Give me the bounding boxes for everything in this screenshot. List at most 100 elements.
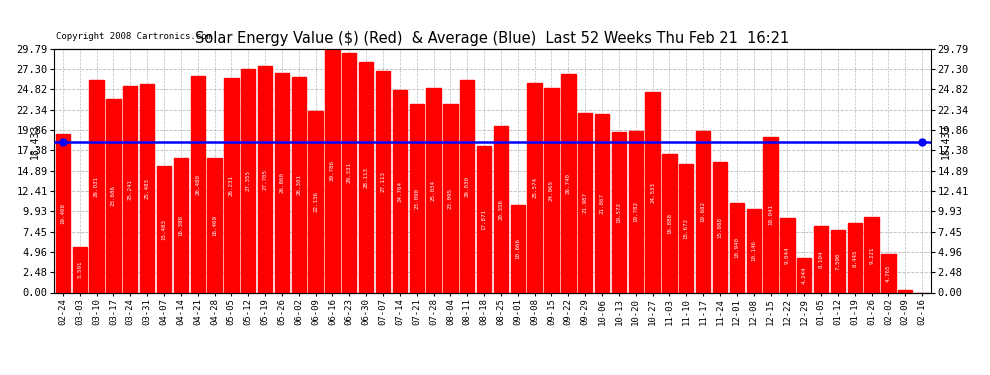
Text: 10.940: 10.940 xyxy=(735,237,740,258)
Text: 26.860: 26.860 xyxy=(279,172,284,193)
Text: 8.445: 8.445 xyxy=(852,249,857,267)
Bar xyxy=(561,74,575,292)
Text: Copyright 2008 Cartronics.com: Copyright 2008 Cartronics.com xyxy=(56,32,212,41)
Text: 19.782: 19.782 xyxy=(634,201,639,222)
Bar xyxy=(326,0,340,292)
Text: 19.572: 19.572 xyxy=(617,202,622,223)
Bar xyxy=(444,104,457,292)
Text: 24.533: 24.533 xyxy=(650,182,655,203)
Text: 4.244: 4.244 xyxy=(802,266,807,284)
Bar xyxy=(864,217,879,292)
Bar xyxy=(292,77,306,292)
Text: 24.764: 24.764 xyxy=(397,181,402,202)
Text: 8.104: 8.104 xyxy=(819,251,824,268)
Text: 29.331: 29.331 xyxy=(346,162,351,183)
Text: 19.041: 19.041 xyxy=(768,204,773,225)
Bar xyxy=(763,137,778,292)
Bar xyxy=(679,164,693,292)
Bar xyxy=(544,88,558,292)
Bar xyxy=(797,258,812,292)
Text: 25.034: 25.034 xyxy=(431,180,436,201)
Bar xyxy=(713,162,727,292)
Bar xyxy=(578,112,592,292)
Bar xyxy=(730,203,744,292)
Bar xyxy=(123,86,138,292)
Bar xyxy=(629,130,643,292)
Bar xyxy=(241,69,255,292)
Bar xyxy=(696,132,710,292)
Bar xyxy=(173,158,188,292)
Text: 27.355: 27.355 xyxy=(246,170,250,191)
Bar xyxy=(89,80,104,292)
Bar xyxy=(275,73,289,292)
Bar xyxy=(511,205,525,292)
Text: 21.987: 21.987 xyxy=(583,192,588,213)
Text: 19.400: 19.400 xyxy=(60,202,65,223)
Bar xyxy=(814,226,829,292)
Text: 23.686: 23.686 xyxy=(111,185,116,206)
Text: 20.356: 20.356 xyxy=(498,199,504,220)
Text: 16.888: 16.888 xyxy=(667,213,672,234)
Text: 26.231: 26.231 xyxy=(229,175,234,196)
Bar xyxy=(224,78,239,292)
Bar xyxy=(376,70,390,292)
Bar xyxy=(780,219,795,292)
Bar xyxy=(746,210,761,292)
Bar xyxy=(309,111,323,292)
Title: Solar Energy Value ($) (Red)  & Average (Blue)  Last 52 Weeks Thu Feb 21  16:21: Solar Energy Value ($) (Red) & Average (… xyxy=(195,31,790,46)
Text: 26.030: 26.030 xyxy=(464,176,469,196)
Bar xyxy=(410,104,424,292)
Text: 25.483: 25.483 xyxy=(145,178,149,199)
Bar xyxy=(343,53,356,292)
Text: 27.705: 27.705 xyxy=(262,169,267,190)
Text: 19.682: 19.682 xyxy=(701,201,706,222)
Text: 22.136: 22.136 xyxy=(313,192,318,213)
Bar xyxy=(645,92,659,292)
Text: 25.574: 25.574 xyxy=(533,177,538,198)
Text: 18.433: 18.433 xyxy=(30,124,40,159)
Bar xyxy=(847,224,862,292)
Bar xyxy=(662,154,676,292)
Text: 24.965: 24.965 xyxy=(549,180,554,201)
Bar xyxy=(427,88,441,292)
Text: 9.221: 9.221 xyxy=(869,246,874,264)
Bar xyxy=(494,126,508,292)
Text: 4.765: 4.765 xyxy=(886,264,891,282)
Text: 15.672: 15.672 xyxy=(684,218,689,239)
Text: 26.031: 26.031 xyxy=(94,176,99,196)
Text: 10.146: 10.146 xyxy=(751,240,756,261)
Text: 28.113: 28.113 xyxy=(363,167,368,188)
Bar xyxy=(55,134,70,292)
Bar xyxy=(156,166,171,292)
Text: 23.095: 23.095 xyxy=(447,188,452,209)
Bar xyxy=(460,80,474,292)
Text: 23.090: 23.090 xyxy=(414,188,419,209)
Bar xyxy=(898,290,913,292)
Text: 26.301: 26.301 xyxy=(296,174,301,195)
Text: 17.871: 17.871 xyxy=(481,209,487,230)
Bar xyxy=(359,63,373,292)
Text: 5.591: 5.591 xyxy=(77,261,82,278)
Text: 15.483: 15.483 xyxy=(161,219,166,240)
Bar xyxy=(207,158,222,292)
Text: 16.388: 16.388 xyxy=(178,215,183,236)
Text: 9.044: 9.044 xyxy=(785,247,790,264)
Bar xyxy=(881,254,896,292)
Bar xyxy=(595,114,609,292)
Text: 21.867: 21.867 xyxy=(600,192,605,213)
Bar xyxy=(106,99,121,292)
Bar xyxy=(393,90,407,292)
Text: 26.480: 26.480 xyxy=(195,174,200,195)
Text: 25.241: 25.241 xyxy=(128,179,133,200)
Bar xyxy=(258,66,272,292)
Text: 39.786: 39.786 xyxy=(330,160,335,181)
Text: 26.740: 26.740 xyxy=(566,172,571,194)
Text: 16.469: 16.469 xyxy=(212,214,217,236)
Text: 18.433: 18.433 xyxy=(940,124,950,159)
Text: 7.590: 7.590 xyxy=(836,253,841,270)
Bar xyxy=(140,84,154,292)
Bar xyxy=(528,83,542,292)
Bar xyxy=(612,132,626,292)
Bar xyxy=(72,247,87,292)
Bar xyxy=(831,230,845,292)
